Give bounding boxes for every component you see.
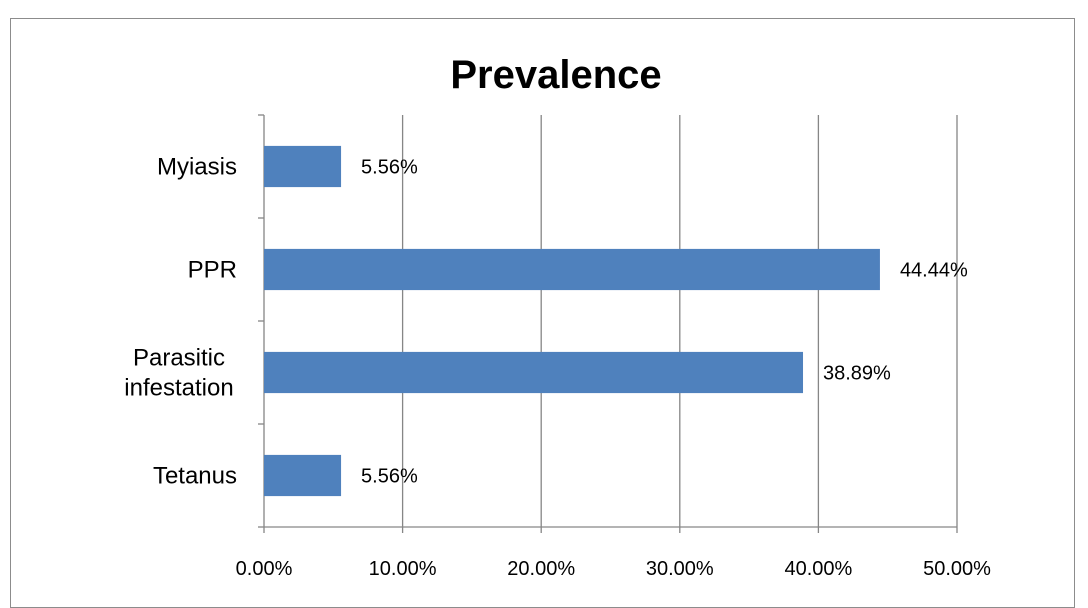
x-tick-label: 20.00% — [507, 558, 575, 580]
category-label: Parasitic infestation — [124, 345, 233, 402]
chart-area — [10, 18, 1075, 608]
x-tick-label: 0.00% — [236, 558, 293, 580]
bar — [264, 454, 342, 497]
bar — [264, 248, 880, 291]
bars — [264, 145, 880, 497]
data-label: 5.56% — [361, 157, 418, 179]
category-label: Tetanus — [153, 463, 237, 490]
category-label: Myiasis — [157, 154, 237, 181]
x-tick-label: 10.00% — [369, 558, 437, 580]
category-label: PPR — [188, 257, 237, 284]
bar-chart: Prevalence 0.00% 10.00% 20.00% 30.00% 40.00%… — [124, 53, 991, 581]
bar — [264, 351, 804, 394]
data-label: 38.89% — [823, 363, 891, 385]
labels: 0.00% 10.00% 20.00% 30.00% 40.00% 50.00% 5.56%… — [124, 154, 991, 581]
x-tick-label: 30.00% — [646, 558, 714, 580]
bar — [264, 145, 342, 188]
chart-title: Prevalence — [450, 53, 661, 97]
data-label: 44.44% — [900, 260, 968, 282]
x-tick-label: 50.00% — [923, 558, 991, 580]
x-tick-label: 40.00% — [784, 558, 852, 580]
gridlines — [401, 115, 958, 527]
data-label: 5.56% — [361, 466, 418, 488]
